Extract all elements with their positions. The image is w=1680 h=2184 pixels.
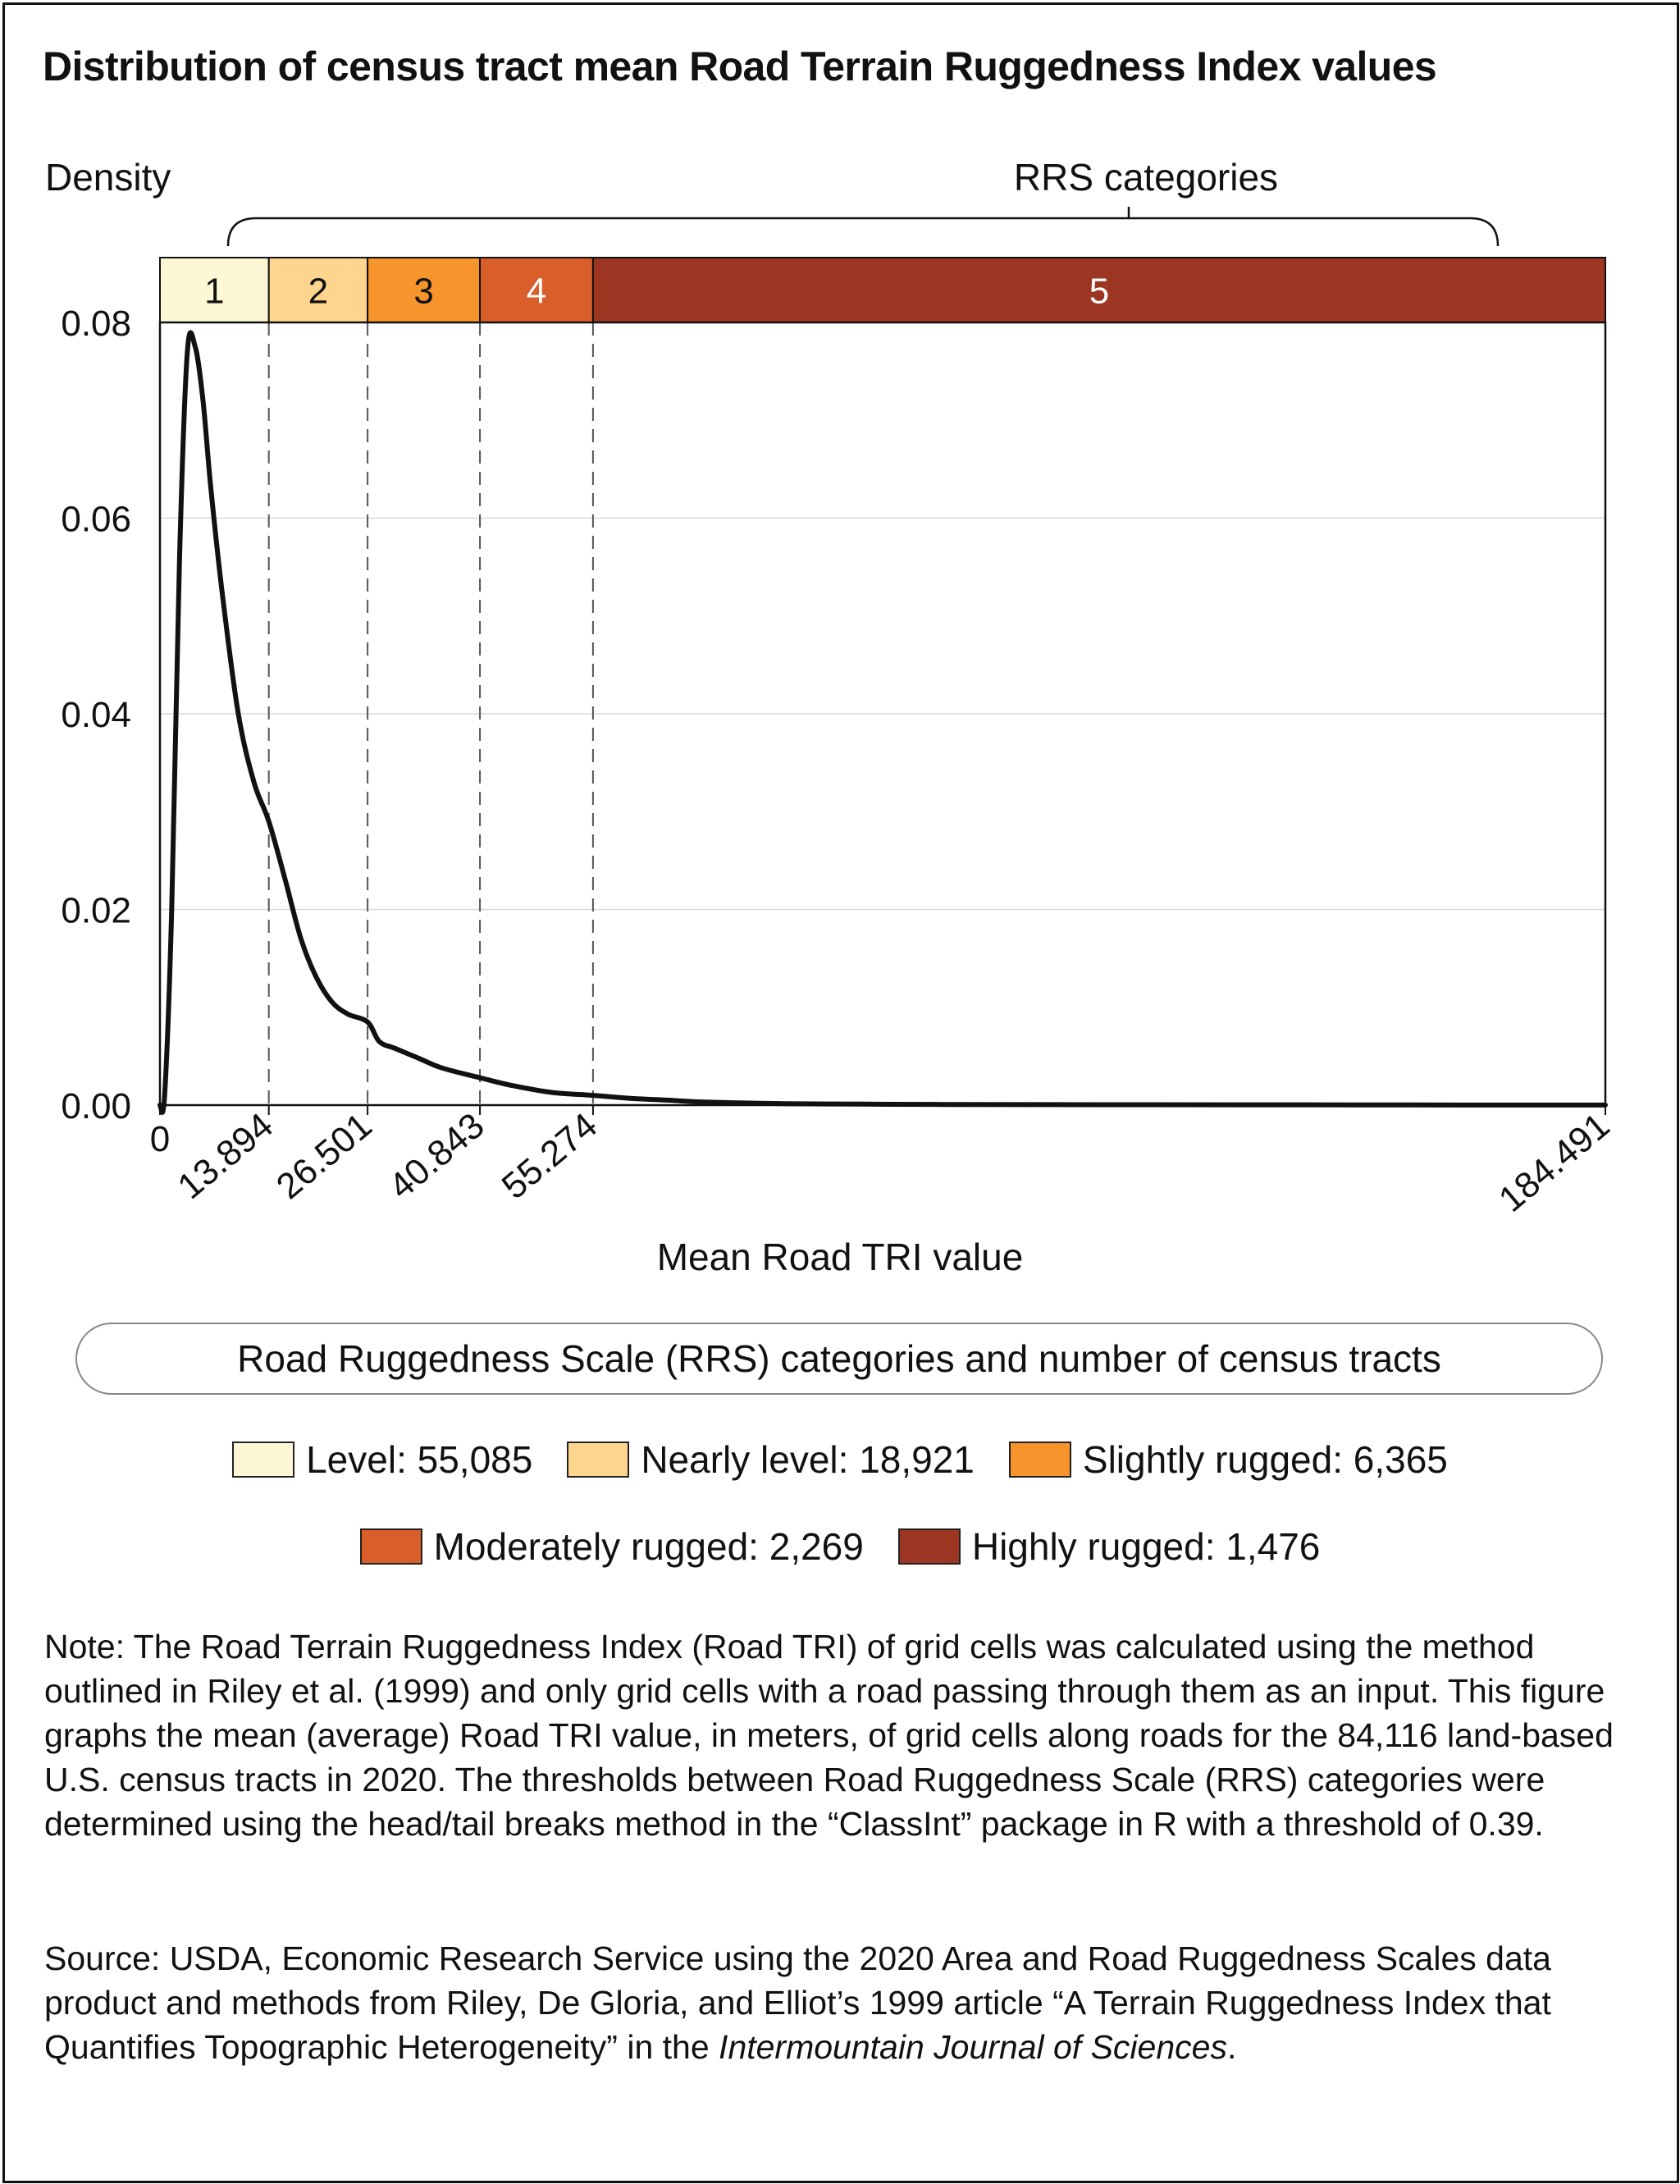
chart-plot: 1 2 3 4 5 0.00 0.02 0.04 0.06 0.08 0 13.89426.501… <box>45 156 1617 1278</box>
legend-row-2: Moderately rugged: 2,269 Highly rugged: … <box>0 1524 1680 1569</box>
rrs-bracket <box>226 207 1500 247</box>
category-band-label: 4 <box>527 272 546 312</box>
legend-item-moderately-rugged: Moderately rugged: 2,269 <box>359 1524 864 1569</box>
legend-item-level: Level: 55,085 <box>232 1437 532 1482</box>
x-tick-label: 0 <box>150 1119 170 1159</box>
source-journal: Intermountain Journal of Sciences <box>719 2028 1227 2066</box>
rrs-bracket-label: RRS categories <box>1014 156 1278 199</box>
legend-label: Level: 55,085 <box>306 1438 533 1481</box>
legend-swatch <box>359 1528 422 1565</box>
grid-lines <box>160 322 1605 1106</box>
legend-label: Slightly rugged: 6,365 <box>1082 1438 1448 1481</box>
break-lines <box>267 322 594 1105</box>
legend-item-slightly-rugged: Slightly rugged: 6,365 <box>1008 1437 1448 1482</box>
y-tick-label: 0.00 <box>61 1086 131 1126</box>
x-axis-label: Mean Road TRI value <box>657 1236 1024 1278</box>
legend-swatch <box>567 1442 630 1478</box>
source-end: . <box>1226 2028 1237 2066</box>
y-tick-labels: 0.00 0.02 0.04 0.06 0.08 <box>61 304 131 1126</box>
category-band-label: 2 <box>308 272 328 312</box>
density-curve <box>158 330 1608 1115</box>
category-band-label: 3 <box>413 272 433 312</box>
source-text: Source: USDA, Economic Research Service … <box>44 1936 1652 2069</box>
y-tick-label: 0.02 <box>61 891 131 931</box>
y-tick-label: 0.08 <box>61 304 131 344</box>
legend-item-nearly-level: Nearly level: 18,921 <box>567 1437 975 1482</box>
note-text: Note: The Road Terrain Ruggedness Index … <box>44 1628 1614 1843</box>
legend-swatch <box>232 1442 295 1478</box>
x-tick-label: 13.894 <box>171 1105 281 1207</box>
legend-row-1: Level: 55,085 Nearly level: 18,921 Sligh… <box>0 1437 1680 1482</box>
y-tick-label: 0.04 <box>61 695 131 735</box>
legend-item-highly-rugged: Highly rugged: 1,476 <box>897 1524 1321 1569</box>
x-tick-label: 55.274 <box>495 1105 605 1207</box>
legend-label: Highly rugged: 1,476 <box>971 1525 1321 1568</box>
category-band-label: 1 <box>204 272 224 312</box>
legend-label: Nearly level: 18,921 <box>641 1438 975 1481</box>
chart-title: Distribution of census tract mean Road T… <box>43 43 1437 89</box>
x-tick-label: 26.501 <box>269 1105 380 1207</box>
y-tick-label: 0.06 <box>61 500 131 540</box>
category-band-5 <box>591 257 1607 323</box>
x-tick-label: 40.843 <box>381 1105 492 1207</box>
legend-label: Moderately rugged: 2,269 <box>433 1525 864 1568</box>
y-axis-label: Density <box>45 156 171 199</box>
category-bands: 1 2 3 4 5 <box>159 257 1607 323</box>
legend-title: Road Ruggedness Scale (RRS) categories a… <box>75 1323 1603 1395</box>
x-tick-label: 184.491 <box>1491 1105 1617 1220</box>
legend-swatch <box>897 1528 961 1565</box>
category-band-label: 5 <box>1089 272 1109 312</box>
legend-swatch <box>1008 1442 1071 1478</box>
source-body: Source: USDA, Economic Research Service … <box>44 1940 1551 2066</box>
